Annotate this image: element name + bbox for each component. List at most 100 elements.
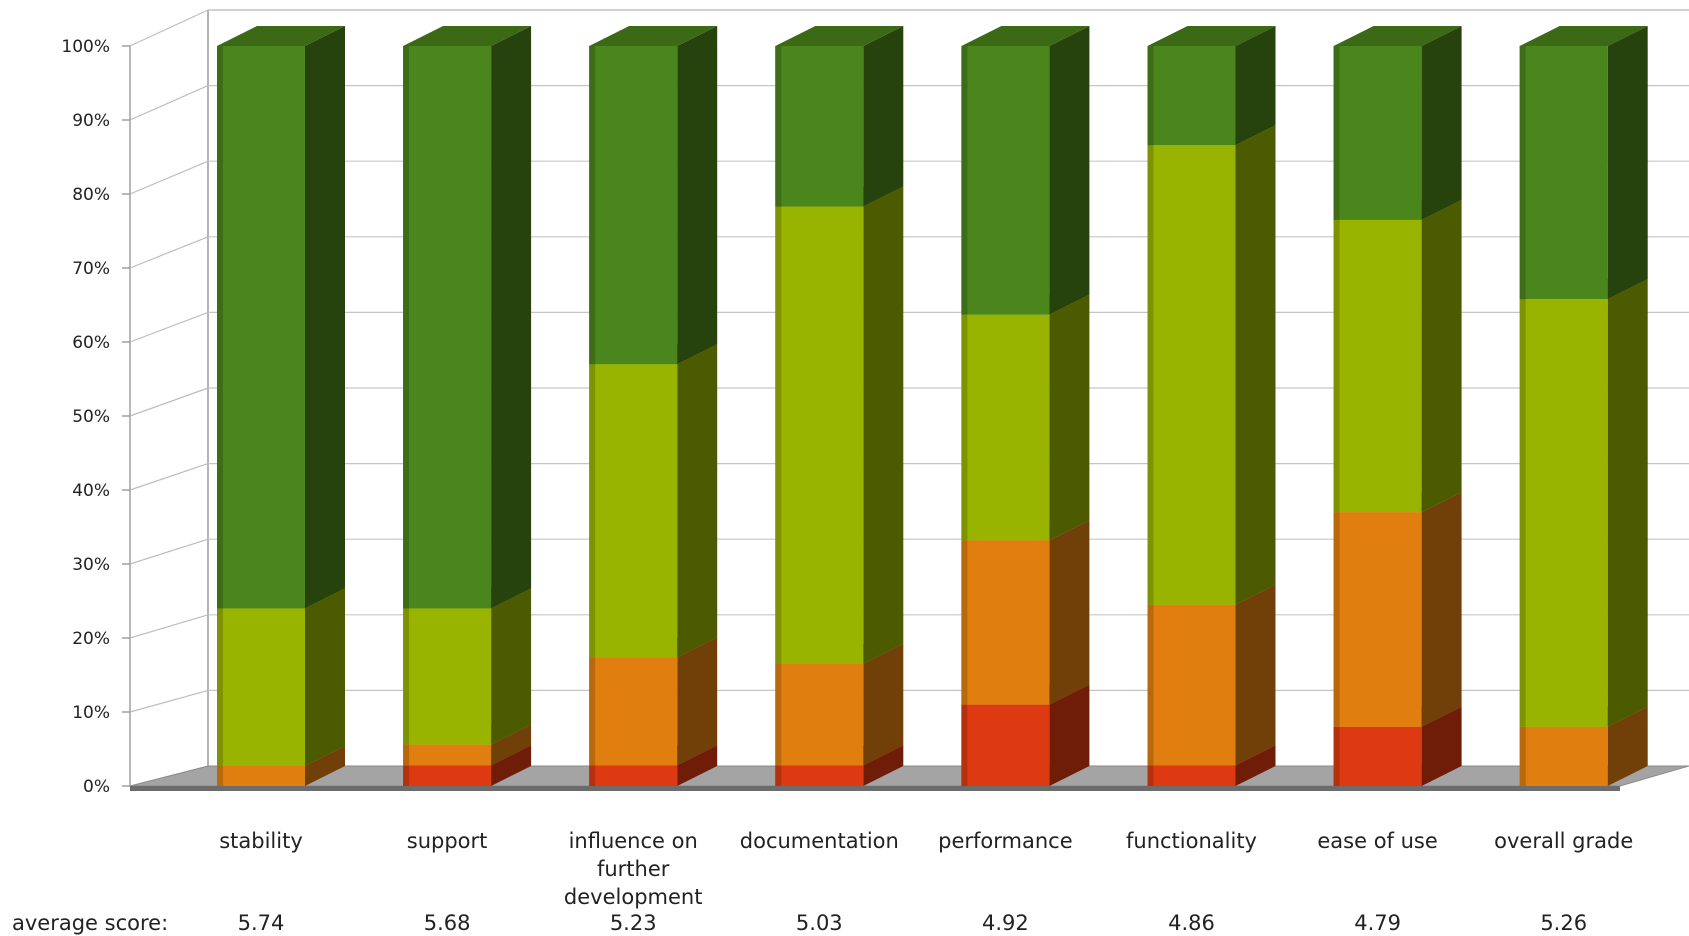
bar-top xyxy=(1519,26,1648,46)
bar-front xyxy=(403,608,492,745)
bar-front xyxy=(1333,46,1422,220)
bar-front xyxy=(1147,604,1236,766)
y-tick-label: 10% xyxy=(72,703,110,723)
bar-side xyxy=(305,26,345,609)
bars xyxy=(217,26,1648,786)
y-tick-label: 30% xyxy=(72,555,110,575)
bar-side xyxy=(677,344,718,658)
bar-segment xyxy=(589,637,718,766)
y-tick-label: 0% xyxy=(83,777,110,797)
bar-front xyxy=(961,46,1050,315)
y-tick-label: 100% xyxy=(61,37,110,57)
bar-segment xyxy=(403,26,532,609)
bar-segment xyxy=(217,26,345,609)
gridline-side xyxy=(129,85,209,121)
bar-front-edge xyxy=(961,46,968,315)
bar-segment xyxy=(1147,584,1276,766)
gridline-side xyxy=(129,9,209,47)
bar-front xyxy=(775,663,864,766)
bar-front xyxy=(961,704,1050,786)
bar-front xyxy=(217,608,305,767)
category-label: ease of use xyxy=(1317,829,1437,853)
gridline-side xyxy=(129,463,209,491)
bar-side xyxy=(491,26,532,609)
bar-front-edge xyxy=(1333,512,1340,727)
bar-top xyxy=(775,26,904,46)
bar-front-edge xyxy=(1333,219,1340,513)
bar-front-edge xyxy=(1333,46,1340,220)
bar-front xyxy=(1519,726,1608,786)
bar-side xyxy=(491,745,532,786)
average-score-value: 5.74 xyxy=(238,911,285,935)
gridline-side xyxy=(129,311,209,343)
bar-side xyxy=(1421,199,1462,513)
bar-top xyxy=(589,26,718,46)
bar-front-edge xyxy=(1519,46,1526,300)
y-tick-label: 80% xyxy=(72,185,110,205)
bar-front-edge xyxy=(775,663,782,766)
bar-front xyxy=(1519,299,1608,727)
gridline-side xyxy=(129,160,209,195)
average-score-value: 4.79 xyxy=(1354,911,1401,935)
bar-segment xyxy=(961,294,1090,541)
bar-side xyxy=(677,26,718,365)
bar-front-edge xyxy=(775,206,782,664)
bar-segment xyxy=(589,344,718,658)
bar-top xyxy=(217,26,345,46)
bar-front-edge xyxy=(589,364,596,658)
bar-segment xyxy=(961,520,1090,705)
bar-front xyxy=(589,765,678,786)
bar-front xyxy=(961,540,1050,705)
bar-segment xyxy=(1519,279,1648,727)
y-tick-label: 20% xyxy=(72,629,110,649)
bar-front-edge xyxy=(1147,145,1154,605)
bar-side xyxy=(1049,294,1090,541)
bar-segment xyxy=(1333,26,1462,220)
category-label: influence on xyxy=(569,829,698,853)
bar-front-edge xyxy=(1333,726,1340,786)
bar-front xyxy=(1519,46,1608,300)
average-score-value: 5.23 xyxy=(610,911,657,935)
average-score-value: 5.68 xyxy=(424,911,471,935)
category-label: support xyxy=(407,829,488,853)
bar-front-edge xyxy=(217,766,223,786)
category-label: performance xyxy=(938,829,1073,853)
bar-front xyxy=(589,46,678,365)
bar-side xyxy=(863,26,904,207)
category-label: further xyxy=(597,857,670,881)
y-tick-label: 70% xyxy=(72,259,110,279)
bar-top xyxy=(1147,26,1276,46)
category-label: documentation xyxy=(740,829,899,853)
category-label: functionality xyxy=(1126,829,1257,853)
bar-front xyxy=(1147,46,1236,146)
bar-front-edge xyxy=(403,608,410,745)
bar-segment xyxy=(1333,492,1462,727)
bar-front-edge xyxy=(403,765,410,786)
y-tick-label: 50% xyxy=(72,407,110,427)
bar-side xyxy=(1607,706,1648,786)
bar-side xyxy=(491,724,532,766)
bar-side xyxy=(863,745,904,786)
average-score-label: average score: xyxy=(12,911,168,935)
bar-segment xyxy=(775,26,904,207)
bar-front-edge xyxy=(217,608,223,767)
bar-side xyxy=(1421,706,1462,786)
bar-side xyxy=(305,746,345,786)
bar-front xyxy=(403,744,492,766)
bar-front xyxy=(1147,765,1236,786)
bar-side xyxy=(1421,26,1462,220)
bar-top xyxy=(403,26,532,46)
bar-front-edge xyxy=(589,765,596,786)
bar-front-edge xyxy=(1519,726,1526,786)
bar-front-edge xyxy=(589,46,596,365)
bar-side xyxy=(677,637,718,766)
bar-side xyxy=(863,643,904,766)
bar-front-edge xyxy=(775,765,782,786)
gridline-side xyxy=(129,387,209,417)
bar-front-edge xyxy=(403,46,410,609)
bar-segment xyxy=(775,186,904,664)
category-label: development xyxy=(564,885,703,909)
bar-side xyxy=(1607,279,1648,727)
bar-segment xyxy=(403,588,532,745)
